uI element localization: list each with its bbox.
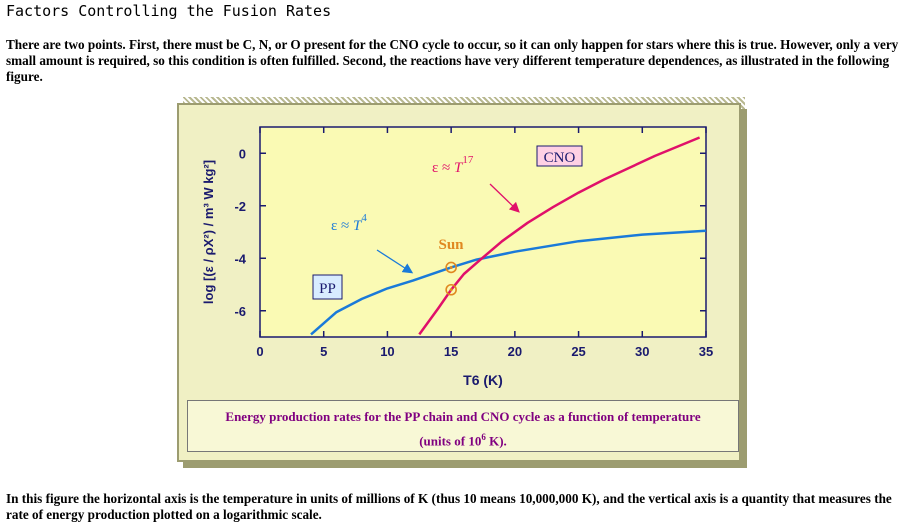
x-tick-label: 25 <box>571 344 585 359</box>
sun-point-dot <box>449 265 453 269</box>
caption-line2-prefix: (units of 10 <box>419 433 482 449</box>
cno-label-box <box>536 145 583 167</box>
page-title: Factors Controlling the Fusion Rates <box>6 2 332 20</box>
x-tick-label: 30 <box>635 344 649 359</box>
figure-caption: Energy production rates for the PP chain… <box>188 407 738 451</box>
plot-area <box>259 126 707 338</box>
outro-paragraph: In this figure the horizontal axis is th… <box>6 491 892 522</box>
cno-label: CNO <box>544 150 576 166</box>
intro-paragraph: There are two points. First, there must … <box>6 37 899 84</box>
x-tick-label: 35 <box>699 344 713 359</box>
x-tick-label: 0 <box>256 344 263 359</box>
x-axis-label: T6 (K) <box>463 372 503 388</box>
caption-line2-sup: 6 <box>481 432 486 442</box>
pp-label-box <box>312 274 343 300</box>
series-line-cno <box>418 136 701 336</box>
sun-point-dot <box>449 288 453 292</box>
pp-arrow <box>376 249 414 274</box>
x-tick-label: 20 <box>508 344 522 359</box>
y-tick-label: -6 <box>234 304 246 319</box>
x-tick-label: 15 <box>444 344 458 359</box>
x-tick-label: 5 <box>320 344 327 359</box>
y-tick-label: -4 <box>234 251 246 266</box>
y-tick-label: -2 <box>234 199 246 214</box>
y-tick-label: 0 <box>239 146 246 161</box>
sun-point-marker <box>445 283 457 296</box>
sun-label: Sun <box>438 237 464 253</box>
cno-arrow <box>489 183 520 213</box>
cno-scaling-label: ε ≈ T17 <box>432 154 474 176</box>
pp-label: PP <box>319 281 336 297</box>
caption-line1: Energy production rates for the PP chain… <box>225 409 701 424</box>
y-axis-label: log [(ε / ρX²) / m³ W kg²] <box>201 160 216 304</box>
x-tick-label: 10 <box>380 344 394 359</box>
pp-scaling-label: ε ≈ T4 <box>331 212 367 234</box>
figure-caption-box: Energy production rates for the PP chain… <box>187 400 739 452</box>
caption-line2-suffix: K). <box>485 433 507 449</box>
sun-point-marker <box>445 261 457 274</box>
